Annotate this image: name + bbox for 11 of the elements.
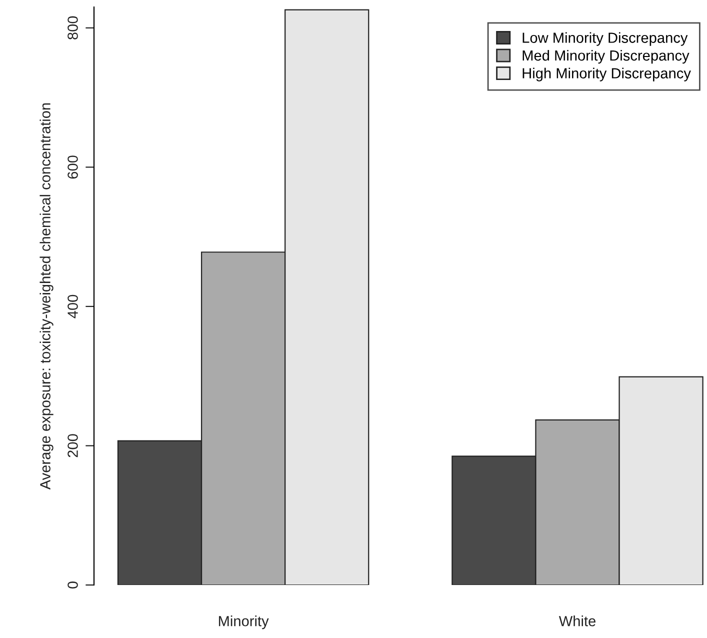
legend-label: Med Minority Discrepancy: [522, 50, 690, 64]
legend-label: Low Minority Discrepancy: [522, 32, 688, 46]
y-axis-title: Average exposure: toxicity-weighted chemical concentration: [40, 103, 54, 490]
y-tick-label: 0: [68, 582, 78, 588]
y-tick-label: 800: [68, 16, 78, 40]
y-tick-label: 600: [68, 156, 78, 179]
legend-label: High Minority Discrepancy: [522, 68, 691, 82]
y-tick-label: 400: [68, 294, 78, 318]
x-tick-label: Minority: [218, 616, 269, 630]
y-tick-label: 200: [68, 434, 78, 458]
x-tick-label: White: [558, 616, 596, 626]
